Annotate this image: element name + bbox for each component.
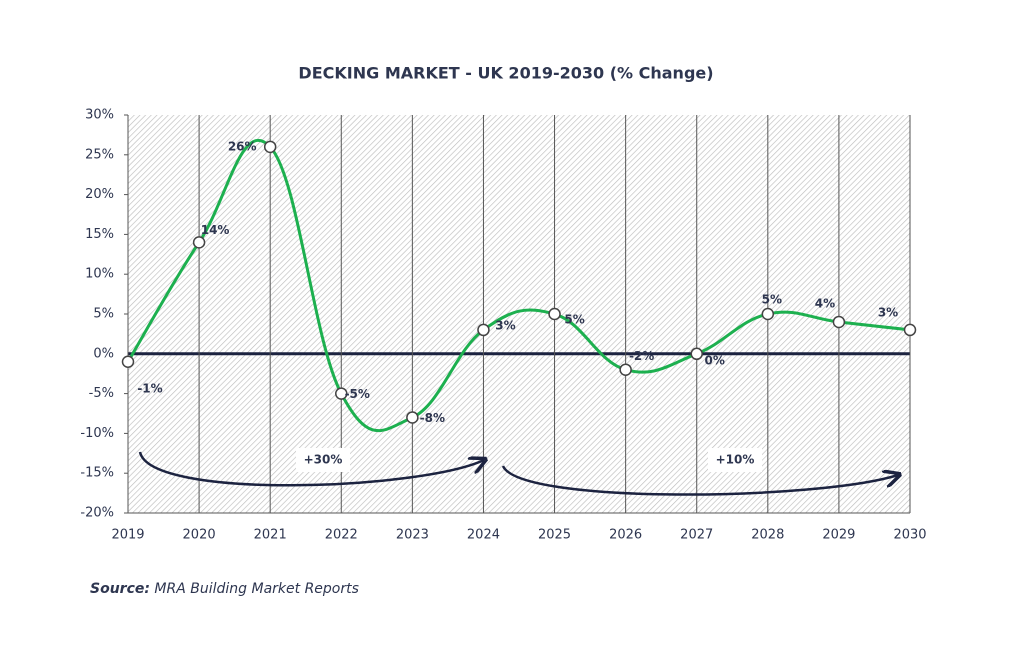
source-label: Source: xyxy=(90,581,150,597)
y-tick-label: 0% xyxy=(93,346,114,361)
data-label: 0% xyxy=(705,353,725,367)
chart-title: DECKING MARKET - UK 2019-2030 (% Change) xyxy=(298,64,713,83)
x-tick-label: 2020 xyxy=(183,528,216,543)
point xyxy=(832,315,846,329)
point xyxy=(548,307,561,321)
x-tick-label: 2019 xyxy=(111,528,144,543)
plot-background xyxy=(128,115,910,513)
point xyxy=(121,355,135,369)
y-tick-label: -10% xyxy=(80,426,114,441)
data-label: 3% xyxy=(495,318,515,332)
point xyxy=(761,307,775,321)
x-tick-label: 2026 xyxy=(609,528,642,543)
annotation: +30% xyxy=(304,453,343,467)
arrow xyxy=(501,465,898,496)
y-tick-label: -15% xyxy=(80,466,114,481)
x-tick-label: 2023 xyxy=(396,528,429,543)
point xyxy=(406,411,419,424)
data-label: 14% xyxy=(201,223,230,237)
y-tick-label: 10% xyxy=(85,267,114,282)
y-tick-label: 5% xyxy=(93,307,114,322)
data-label: -2% xyxy=(629,349,654,363)
y-tick-label: 25% xyxy=(85,147,114,162)
data-label: 26% xyxy=(228,139,257,153)
data-label: 5% xyxy=(762,293,782,307)
y-tick-label: 30% xyxy=(85,108,114,123)
source: Source: MRA Building Market Reports xyxy=(90,581,359,597)
y-tick-label: -5% xyxy=(89,386,114,401)
x-tick-label: 2028 xyxy=(751,528,784,543)
point xyxy=(619,363,632,376)
point xyxy=(690,347,703,361)
y-tick-label: 20% xyxy=(85,187,114,202)
x-tick-label: 2030 xyxy=(893,528,926,543)
x-tick-label: 2024 xyxy=(467,528,500,543)
annotation-box xyxy=(296,448,350,472)
line xyxy=(126,138,911,433)
data-label: 4% xyxy=(815,296,835,310)
data-label: 5% xyxy=(564,313,584,327)
x-tick-label: 2025 xyxy=(538,528,571,543)
x-tick-label: 2022 xyxy=(325,528,358,543)
y-tick-label: -20% xyxy=(80,506,114,521)
data-label: 3% xyxy=(878,305,898,319)
point xyxy=(477,323,490,337)
x-tick-label: 2029 xyxy=(822,528,855,543)
x-tick-label: 2027 xyxy=(680,528,713,543)
point xyxy=(192,236,206,249)
source-text: MRA Building Market Reports xyxy=(154,581,358,597)
x-tick-label: 2021 xyxy=(254,528,287,543)
point xyxy=(903,323,917,337)
data-label: -5% xyxy=(345,387,370,401)
point xyxy=(335,387,348,400)
annotation-box xyxy=(708,448,762,472)
data-label: -8% xyxy=(420,411,445,425)
annotation: +10% xyxy=(716,453,755,467)
point xyxy=(263,140,277,154)
y-tick-label: 15% xyxy=(85,227,114,242)
arrow xyxy=(138,451,484,487)
data-label: -1% xyxy=(137,381,162,395)
